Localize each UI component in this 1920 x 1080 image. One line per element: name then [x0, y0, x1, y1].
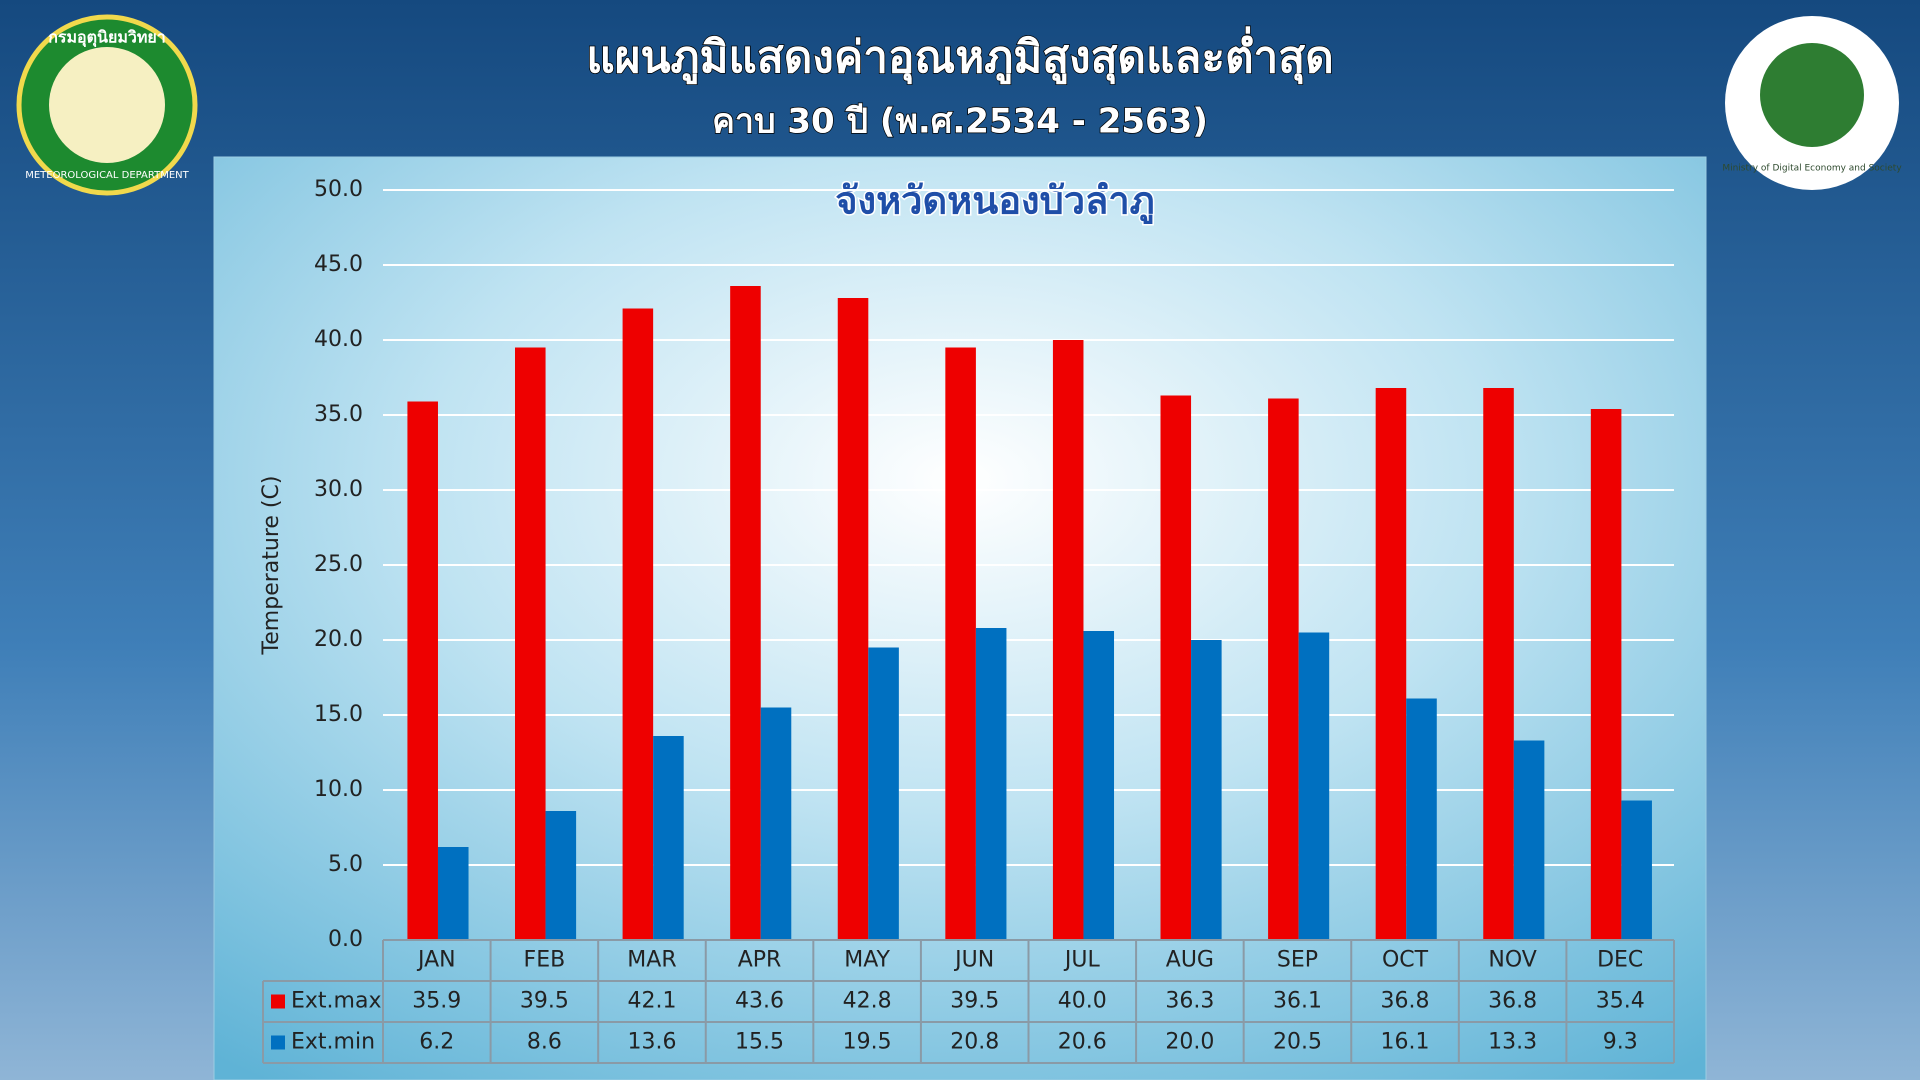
bar [1268, 398, 1299, 940]
x-tick-label: MAY [844, 948, 890, 973]
y-tick-label: 35.0 [314, 402, 363, 427]
logo-text: กรมอุตุนิยมวิทยา [48, 28, 166, 48]
table-cell: 36.3 [1165, 989, 1214, 1014]
table-cell: 8.6 [527, 1030, 562, 1055]
bar [1191, 640, 1222, 940]
table-cell: 13.6 [627, 1030, 676, 1055]
x-tick-label: AUG [1166, 948, 1214, 973]
y-tick-label: 25.0 [314, 552, 363, 577]
table-cell: 39.5 [950, 989, 999, 1014]
legend-label: Ext.max [291, 989, 381, 1014]
bar [868, 647, 899, 940]
y-tick-label: 10.0 [314, 777, 363, 802]
title: แผนภูมิแสดงค่าอุณหภูมิสูงสุดและต่ำสุด [586, 26, 1333, 85]
table-cell: 35.9 [412, 989, 461, 1014]
bar [515, 347, 546, 940]
y-tick-label: 20.0 [314, 627, 363, 652]
bar [437, 847, 469, 940]
y-axis-label: Temperature (C) [259, 476, 284, 656]
x-tick-label: JAN [416, 948, 456, 973]
bar [653, 736, 684, 940]
bar [1083, 631, 1115, 940]
y-tick-label: 5.0 [328, 852, 363, 877]
legend-swatch [271, 994, 285, 1009]
x-tick-label: DEC [1597, 948, 1643, 973]
bar [1375, 388, 1407, 940]
subtitle: คาบ 30 ปี (พ.ศ.2534 - 2563) [712, 102, 1208, 142]
x-tick-label: MAR [627, 948, 676, 973]
chart-title: จังหวัดหนองบัวลำภู [835, 179, 1154, 225]
table-cell: 43.6 [735, 989, 784, 1014]
table-cell: 9.3 [1603, 1030, 1638, 1055]
table-cell: 39.5 [520, 989, 569, 1014]
table-cell: 20.6 [1058, 1030, 1107, 1055]
logo-text: Ministry of Digital Economy and Society [1722, 164, 1902, 174]
legend-swatch [271, 1035, 285, 1050]
table-cell: 42.8 [843, 989, 892, 1014]
bar [1298, 632, 1330, 940]
y-tick-label: 50.0 [314, 177, 363, 202]
bar [837, 298, 869, 940]
bar [1590, 409, 1622, 940]
table-cell: 15.5 [735, 1030, 784, 1055]
bar [1052, 340, 1084, 940]
bar [407, 401, 438, 940]
table-cell: 36.1 [1273, 989, 1322, 1014]
bar [760, 707, 792, 940]
table-cell: 36.8 [1488, 989, 1537, 1014]
y-tick-label: 30.0 [314, 477, 363, 502]
logo-right: Ministry of Digital Economy and Society [1722, 16, 1902, 190]
table-cell: 40.0 [1058, 989, 1107, 1014]
bar [622, 308, 654, 940]
bar [975, 628, 1007, 940]
x-tick-label: FEB [524, 948, 566, 973]
bar [1483, 388, 1514, 940]
logo-text: METEOROLOGICAL DEPARTMENT [25, 170, 189, 181]
table-cell: 20.0 [1165, 1030, 1214, 1055]
y-tick-label: 40.0 [314, 327, 363, 352]
bar [1621, 800, 1652, 940]
y-tick-label: 0.0 [328, 927, 363, 952]
table-cell: 20.8 [950, 1030, 999, 1055]
x-tick-label: JUN [953, 948, 994, 973]
logo-left: กรมอุตุนิยมวิทยา METEOROLOGICAL DEPARTME… [16, 14, 198, 196]
x-tick-label: SEP [1277, 948, 1318, 973]
x-tick-label: APR [738, 948, 782, 973]
y-tick-label: 15.0 [314, 702, 363, 727]
table-cell: 6.2 [419, 1030, 454, 1055]
bar [730, 286, 761, 940]
bar [1513, 740, 1545, 940]
bar [1406, 698, 1437, 940]
table-cell: 19.5 [843, 1030, 892, 1055]
x-tick-label: OCT [1382, 948, 1429, 973]
bar [545, 811, 577, 940]
y-tick-label: 45.0 [314, 252, 363, 277]
table-cell: 16.1 [1381, 1030, 1430, 1055]
table-cell: 42.1 [627, 989, 676, 1014]
table-cell: 13.3 [1488, 1030, 1537, 1055]
legend-label: Ext.min [291, 1030, 375, 1055]
x-tick-label: NOV [1488, 948, 1536, 973]
bar [1160, 395, 1192, 940]
table-cell: 20.5 [1273, 1030, 1322, 1055]
table-cell: 35.4 [1596, 989, 1645, 1014]
bar [945, 347, 976, 940]
x-tick-label: JUL [1063, 948, 1101, 973]
table-cell: 36.8 [1381, 989, 1430, 1014]
